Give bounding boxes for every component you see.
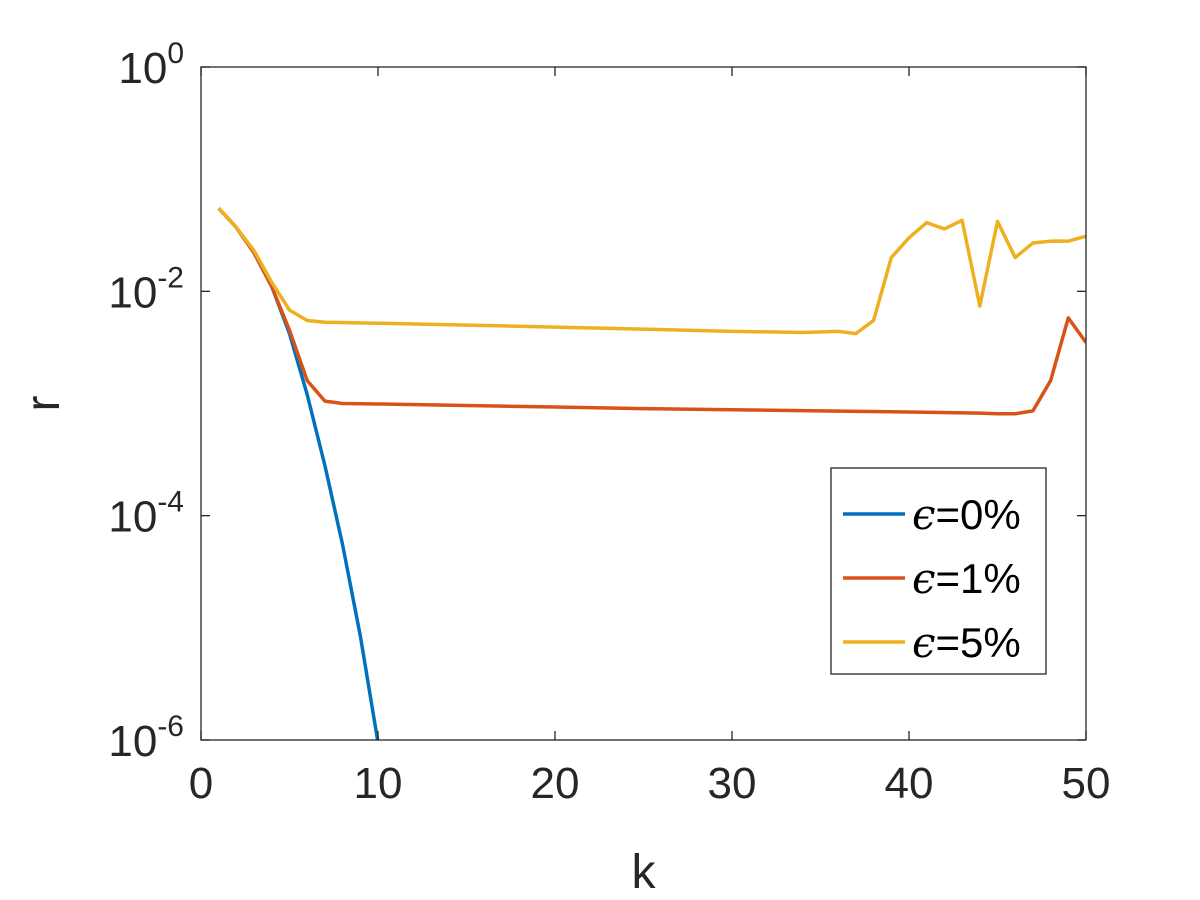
y-tick-label: 10-4 <box>108 486 184 542</box>
series-layer <box>217 207 1086 740</box>
x-tick-label: 0 <box>189 759 213 808</box>
x-tick-label: 40 <box>885 759 934 808</box>
legend-box <box>830 467 1047 675</box>
y-tick-label: 10-6 <box>108 710 184 766</box>
legend-label-0: ϵ=0% <box>912 490 1021 539</box>
x-axis-label: k <box>632 846 657 899</box>
legend-label-2: ϵ=5% <box>912 618 1021 667</box>
x-tick-label: 10 <box>354 759 403 808</box>
plot-frame <box>200 66 1087 741</box>
legend-label-1: ϵ=1% <box>912 554 1021 603</box>
x-tick-label: 50 <box>1062 759 1111 808</box>
y-axis-label: r <box>17 395 70 411</box>
y-tick-label: 100 <box>118 37 184 93</box>
series-line-2 <box>217 207 1086 336</box>
series-line-1 <box>217 207 1086 416</box>
x-tick-label: 30 <box>708 759 757 808</box>
x-tick-label: 20 <box>531 759 580 808</box>
ticks-layer: 0 10 20 30 40 50 10-6 10-4 10-2 100 <box>108 37 1110 808</box>
y-tick-label: 10-2 <box>108 261 184 317</box>
legend-entries: ϵ=0% ϵ=1% ϵ=5% <box>843 490 1021 667</box>
legend: ϵ=0% ϵ=1% ϵ=5% <box>830 467 1047 675</box>
